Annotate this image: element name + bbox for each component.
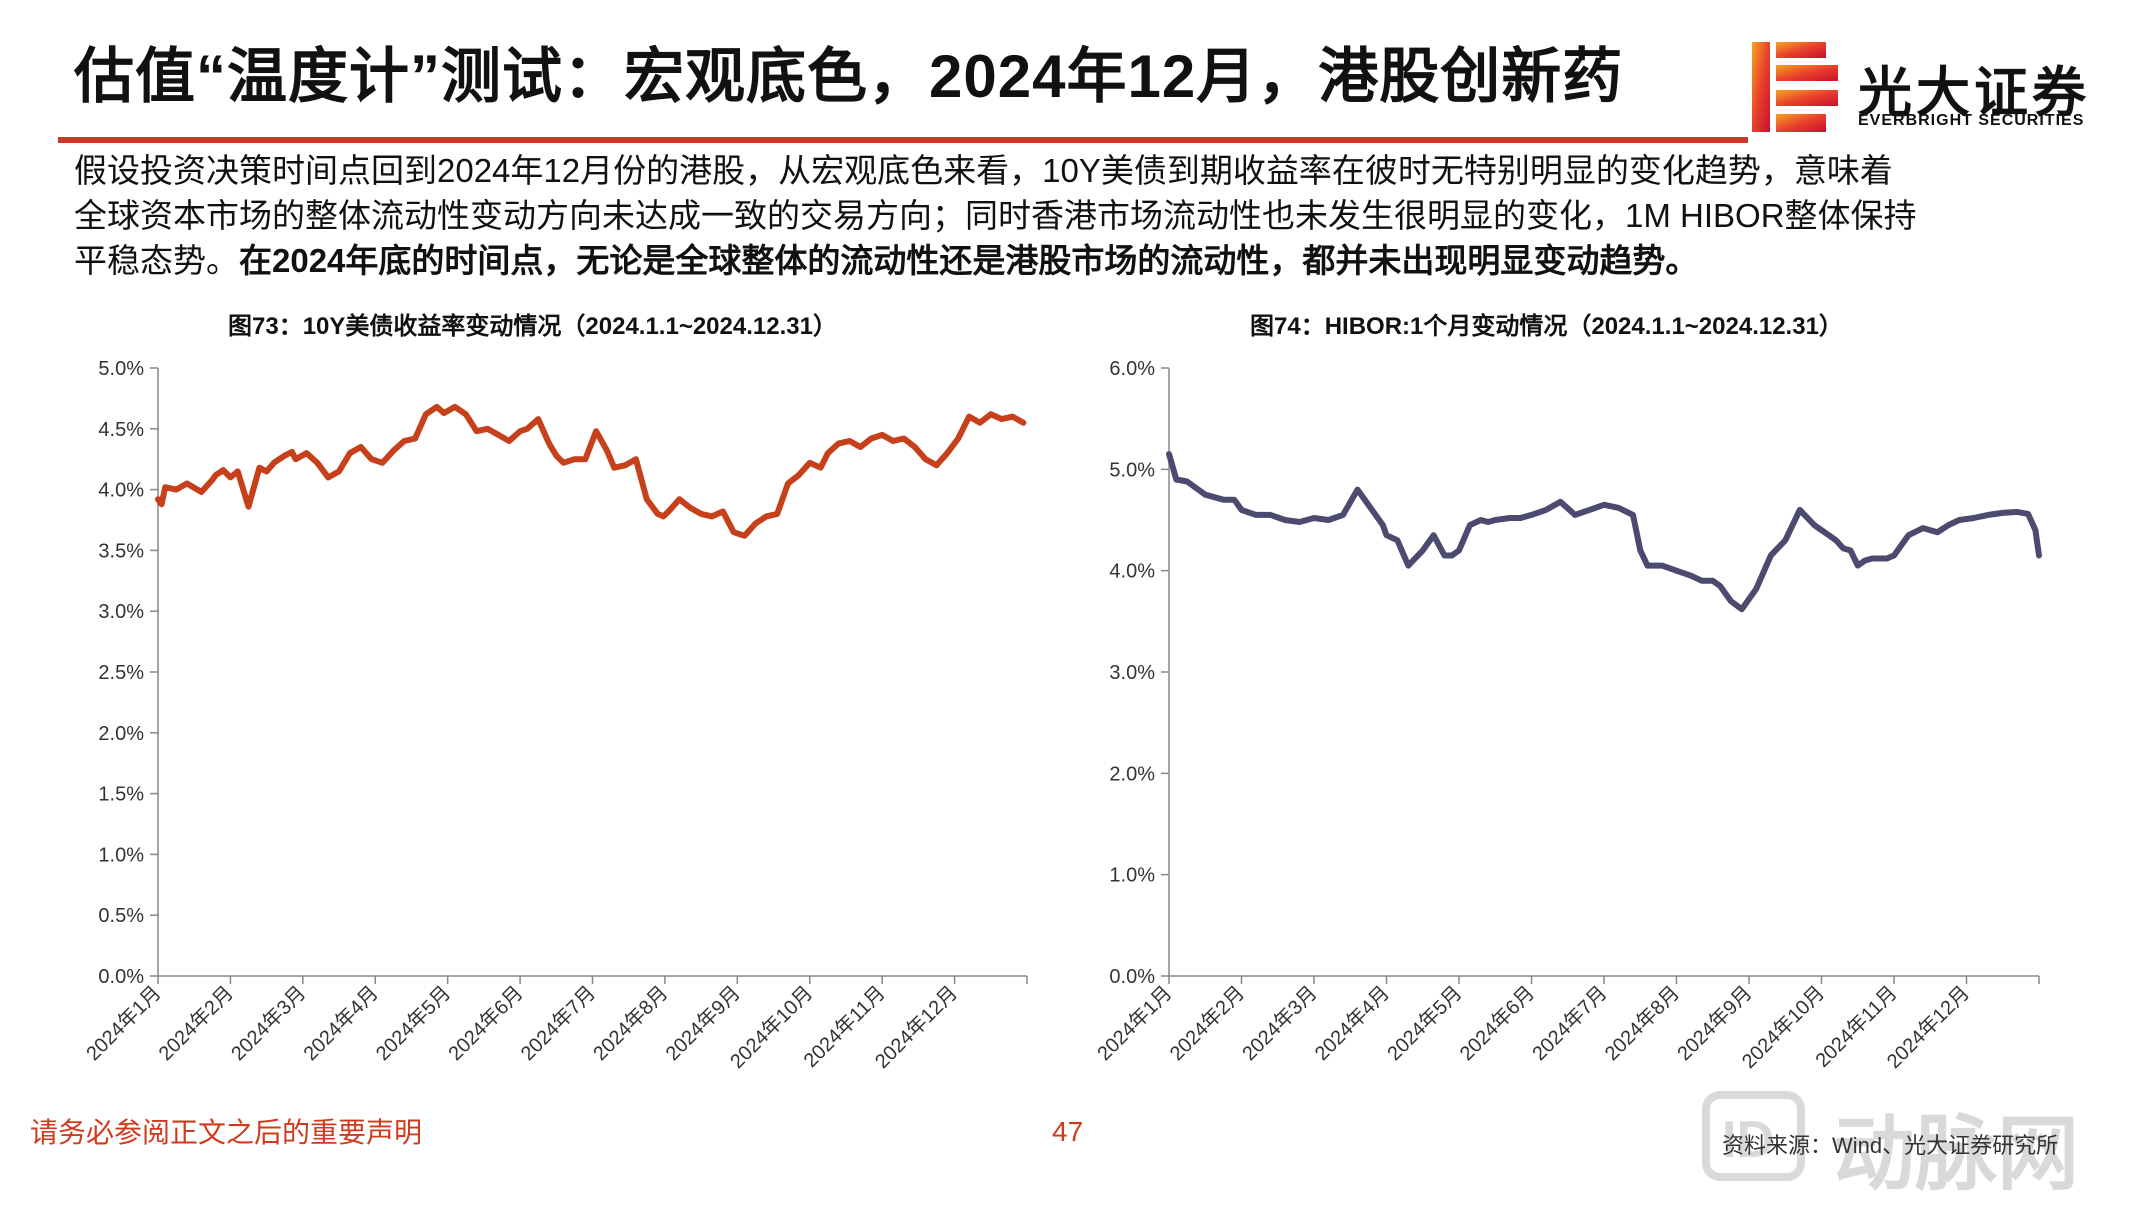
y-tick-label: 3.5% (98, 540, 144, 562)
x-tick-label: 2024年1月 (1093, 981, 1177, 1065)
intro-paragraph: 假设投资决策时间点回到2024年12月份的港股，从宏观底色来看，10Y美债到期收… (74, 148, 2074, 283)
chart-73-treasury-yield: 0.0% 0.5% 1.0% 1.5% 2.0% 2.5% 3.0% 3.5% 4.0% 4.5%… (82, 358, 1028, 1073)
paragraph-line-1: 假设投资决策时间点回到2024年12月份的港股，从宏观底色来看，10Y美债到期收… (74, 152, 1893, 189)
x-tick-label: 2024年3月 (226, 981, 310, 1065)
page-title: 估值“温度计”测试：宏观底色，2024年12月，港股创新药 (74, 43, 1624, 110)
logo-english-name: EVERBRIGHT SECURITIES (1858, 112, 2085, 129)
watermark: ID 动脉网 (1698, 1085, 2128, 1200)
disclaimer-notice: 请务必参阅正文之后的重要声明 (30, 1117, 423, 1148)
y-tick-label: 2.0% (98, 723, 144, 745)
paragraph-line-3-bold: 在2024年底的时间点，无论是全球整体的流动性还是港股市场的流动性，都并未出现明… (239, 242, 1699, 279)
x-tick-label: 2024年5月 (1383, 981, 1467, 1065)
x-tick-label: 2024年6月 (444, 981, 528, 1065)
series-line (1166, 451, 2042, 613)
x-tick-label: 2024年2月 (1165, 981, 1249, 1065)
everbright-logo: 光大证券 EVERBRIGHT SECURITIES (1750, 40, 2090, 135)
x-tick-label: 2024年5月 (371, 981, 455, 1065)
x-tick-label: 2024年1月 (82, 981, 166, 1065)
paragraph-line-2: 全球资本市场的整体流动性变动方向未达成一致的交易方向；同时香港市场流动性也未发生… (74, 197, 1917, 234)
y-tick-label: 2.0% (1109, 763, 1155, 785)
watermark-text: 动脉网 (1833, 1109, 2080, 1200)
x-tick-label: 2024年4月 (299, 981, 383, 1065)
y-tick-label: 1.0% (98, 844, 144, 866)
chart-73-title: 图73：10Y美债收益率变动情况（2024.1.1~2024.12.31） (228, 313, 837, 340)
paragraph-line-3-normal: 平稳态势。 (74, 242, 239, 279)
x-tick-label: 2024年3月 (1238, 981, 1322, 1065)
x-tick-label: 2024年2月 (154, 981, 238, 1065)
logo-chinese-name: 光大证券 (1858, 63, 2090, 123)
page-number: 47 (1052, 1116, 1084, 1147)
y-tick-label: 0.5% (98, 905, 144, 927)
y-tick-label: 5.0% (1109, 459, 1155, 481)
y-tick-label: 4.0% (98, 480, 144, 502)
y-tick-label: 6.0% (1109, 358, 1155, 380)
x-tick-label: 2024年7月 (1528, 981, 1612, 1065)
y-tick-label: 4.0% (1109, 561, 1155, 583)
chart-74-title: 图74：HIBOR:1个月变动情况（2024.1.1~2024.12.31） (1250, 313, 1843, 340)
y-tick-label: 4.5% (98, 419, 144, 441)
x-tick-label: 2024年8月 (589, 981, 673, 1065)
x-tick-label: 2024年6月 (1455, 981, 1539, 1065)
everbright-logo-icon (1752, 42, 1838, 132)
series-line (155, 403, 1027, 539)
y-tick-label: 2.5% (98, 662, 144, 684)
data-source: 资料来源：Wind、光大证券研究所 (1722, 1133, 2059, 1158)
y-tick-label: 1.0% (1109, 865, 1155, 887)
x-tick-label: 2024年4月 (1310, 981, 1394, 1065)
x-tick-label: 2024年8月 (1600, 981, 1684, 1065)
title-divider (58, 137, 1748, 143)
paragraph-line-3: 平稳态势。在2024年底的时间点，无论是全球整体的流动性还是港股市场的流动性，都… (74, 238, 2074, 283)
y-tick-label: 3.0% (1109, 662, 1155, 684)
x-tick-label: 2024年7月 (516, 981, 600, 1065)
y-tick-label: 0.0% (1109, 966, 1155, 988)
svg-text:ID: ID (1722, 1111, 1774, 1169)
y-tick-label: 1.5% (98, 784, 144, 806)
y-tick-label: 0.0% (98, 966, 144, 988)
watermark-icon: ID (1702, 1091, 1805, 1181)
y-tick-label: 5.0% (98, 358, 144, 380)
y-tick-label: 3.0% (98, 601, 144, 623)
chart-74-hibor-1m: 0.0%1.0%2.0%3.0%4.0%5.0%6.0%2024年1月2024年… (1093, 358, 2042, 1073)
